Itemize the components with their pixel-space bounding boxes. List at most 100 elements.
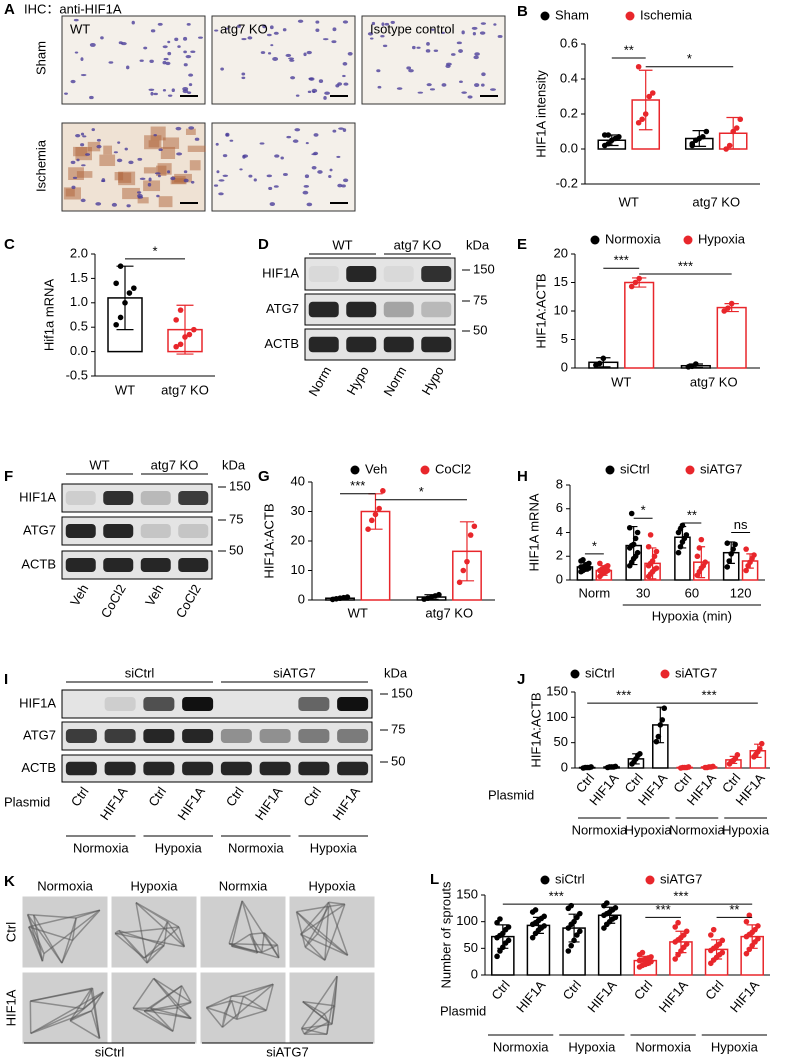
group-label: atg7 KO: [394, 237, 442, 252]
data-point: [182, 334, 188, 340]
x-tick-label: 120: [730, 585, 752, 600]
data-point: [734, 752, 741, 758]
nucleus: [481, 72, 486, 77]
band: [421, 336, 452, 353]
band: [346, 266, 377, 282]
y-tick-label: 0.4: [560, 70, 578, 85]
stain: [122, 187, 140, 200]
nucleus: [406, 66, 412, 70]
stain: [162, 137, 180, 149]
nucleus: [318, 79, 324, 83]
data-point: [634, 529, 641, 536]
nucleus: [304, 174, 310, 179]
stain: [73, 146, 88, 157]
y-tick-label: 0.0: [560, 140, 578, 155]
data-point: [651, 553, 658, 560]
data-point: [733, 125, 740, 131]
band: [182, 729, 214, 743]
data-point: [467, 532, 474, 538]
tube: [295, 911, 349, 956]
nucleus: [194, 137, 200, 141]
data-point: [728, 300, 735, 307]
data-point: [703, 128, 710, 135]
x-tick-label: Ctrl: [560, 977, 585, 1002]
data-point: [541, 923, 547, 929]
bar: [624, 281, 655, 369]
panel-letter: C: [4, 236, 15, 253]
nucleus: [80, 132, 85, 136]
data-point: [632, 279, 639, 286]
unit-label: kDa: [222, 457, 246, 472]
nucleus: [331, 40, 337, 44]
lane-label: HIF1A: [97, 784, 131, 823]
y-tick-label: -0.5: [66, 367, 88, 382]
nucleus: [266, 33, 272, 37]
nucleus: [262, 24, 267, 29]
y-axis-label: Hif1a mRNA: [41, 279, 56, 352]
band: [140, 524, 171, 538]
legend-marker: [570, 669, 580, 679]
data-point: [494, 953, 500, 960]
data-point: [728, 551, 734, 557]
legend-marker: [420, 465, 430, 475]
group-label: Hypoxia: [722, 822, 770, 837]
data-point: [653, 548, 660, 555]
nucleus: [162, 88, 167, 92]
x-tick-label: 30: [636, 585, 650, 600]
nucleus: [292, 139, 299, 143]
micrograph: [199, 895, 287, 969]
data-point: [696, 545, 703, 551]
nucleus: [315, 28, 320, 32]
tube: [221, 983, 274, 1028]
nucleus: [317, 170, 323, 174]
nucleus: [369, 37, 374, 40]
nucleus: [126, 204, 131, 208]
nucleus: [64, 92, 68, 95]
tube: [118, 930, 148, 964]
data-point: [755, 935, 761, 942]
nucleus: [269, 25, 274, 30]
nucleus: [342, 62, 348, 66]
nucleus: [150, 91, 154, 96]
tube: [43, 909, 101, 955]
nucleus: [113, 151, 118, 154]
tube: [302, 1001, 329, 1035]
band: [178, 524, 209, 538]
data-point: [730, 128, 737, 135]
nucleus: [167, 51, 172, 56]
data-point: [628, 283, 635, 290]
x-tick-label: HIF1A: [513, 977, 548, 1015]
marker-label: 50: [473, 322, 487, 337]
nucleus: [91, 128, 95, 132]
data-point: [568, 942, 574, 949]
nucleus: [429, 88, 435, 91]
band: [421, 266, 452, 282]
data-point: [500, 944, 506, 951]
data-point: [126, 290, 133, 296]
nucleus: [157, 22, 163, 26]
data-point: [173, 317, 179, 323]
y-tick-label: 40: [291, 473, 305, 488]
tube: [300, 903, 346, 935]
lane-label: Ctrl: [145, 784, 169, 809]
band: [308, 266, 339, 282]
nucleus: [188, 126, 195, 130]
data-point: [732, 541, 738, 548]
group-label: Normoxia: [669, 822, 725, 837]
nucleus: [431, 28, 435, 31]
stain: [103, 145, 112, 155]
data-point: [605, 132, 612, 138]
data-point: [628, 510, 635, 517]
significance-label: ***: [614, 253, 629, 268]
nucleus: [269, 202, 276, 207]
nucleus: [396, 87, 403, 90]
data-point: [368, 517, 375, 524]
band: [346, 301, 377, 318]
band: [346, 336, 377, 353]
row-label: ATG7: [23, 522, 56, 537]
x-tick-label: atg7 KO: [690, 374, 738, 389]
data-point: [113, 321, 119, 328]
legend-label: siATG7: [700, 461, 742, 476]
bar: [716, 306, 747, 369]
